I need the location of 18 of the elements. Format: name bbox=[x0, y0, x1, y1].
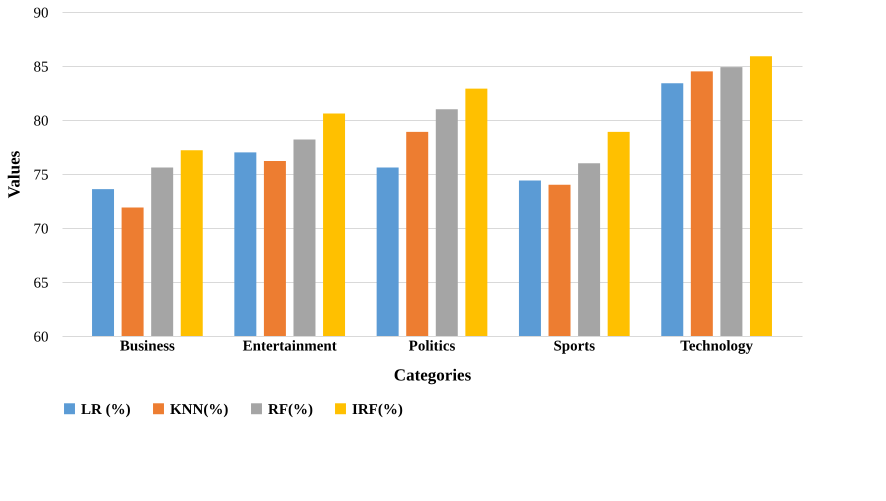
x-tick-label: Entertainment bbox=[242, 338, 337, 354]
y-tick-label: 85 bbox=[34, 60, 48, 76]
y-tick-label: 90 bbox=[34, 6, 48, 22]
x-axis-title: Categories bbox=[394, 366, 472, 384]
y-axis-title: Values bbox=[4, 150, 24, 198]
x-tick-label: Technology bbox=[680, 338, 754, 354]
x-tick-label: Politics bbox=[408, 338, 456, 354]
legend-label: IRF(%) bbox=[352, 402, 403, 418]
legend-label: RF(%) bbox=[268, 402, 313, 418]
y-tick-label: 65 bbox=[34, 276, 48, 292]
y-tick-label: 75 bbox=[34, 168, 48, 184]
legend-label: KNN(%) bbox=[170, 402, 228, 418]
y-tick-label: 80 bbox=[34, 114, 48, 130]
y-tick-label: 70 bbox=[34, 222, 48, 238]
legend-label: LR (%) bbox=[81, 402, 131, 418]
x-tick-label: Business bbox=[120, 338, 176, 354]
y-tick-label: 60 bbox=[34, 330, 48, 346]
x-tick-label: Sports bbox=[553, 338, 596, 354]
